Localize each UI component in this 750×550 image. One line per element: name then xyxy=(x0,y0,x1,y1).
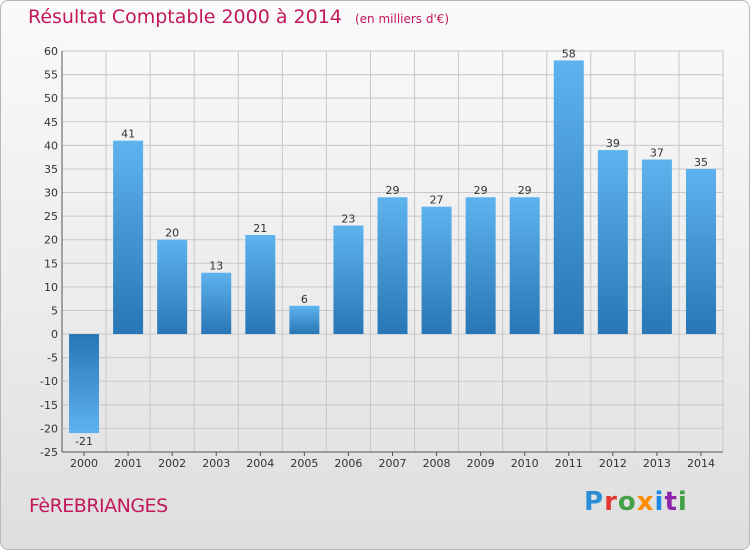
y-tick-label: -25 xyxy=(40,446,58,459)
bar-2005 xyxy=(289,305,320,335)
data-label: 39 xyxy=(606,137,620,150)
x-tick-label: 2001 xyxy=(114,457,142,470)
x-tick-label: 2003 xyxy=(202,457,230,470)
y-tick-label: -10 xyxy=(40,375,58,388)
y-tick-label: -20 xyxy=(40,422,58,435)
x-tick-label: 2007 xyxy=(379,457,407,470)
bar-2008 xyxy=(421,206,452,335)
bar-2011 xyxy=(553,60,584,335)
y-tick-label: 20 xyxy=(44,234,58,247)
data-label: 37 xyxy=(650,147,664,160)
chart-subtitle: (en milliers d'€) xyxy=(354,12,450,26)
y-tick-label: 15 xyxy=(44,257,58,270)
bar-2010 xyxy=(509,197,540,335)
data-label: 35 xyxy=(694,156,708,169)
x-tick-label: 2005 xyxy=(290,457,318,470)
axis-layer: 605550454035302520151050-5-10-15-20-2520… xyxy=(40,45,723,470)
x-tick-label: 2012 xyxy=(599,457,627,470)
bar-2014 xyxy=(685,168,716,335)
x-tick-label: 2000 xyxy=(70,457,98,470)
bar-layer xyxy=(69,60,716,434)
y-tick-label: 5 xyxy=(51,304,58,317)
bar-2013 xyxy=(641,159,672,335)
bar-2000 xyxy=(69,334,100,434)
data-label: 29 xyxy=(474,184,488,197)
x-tick-label: 2006 xyxy=(334,457,362,470)
data-label: 41 xyxy=(121,128,135,141)
x-tick-label: 2014 xyxy=(687,457,715,470)
x-tick-label: 2011 xyxy=(555,457,583,470)
data-label: 27 xyxy=(430,194,444,207)
y-tick-label: 25 xyxy=(44,210,58,223)
bar-2009 xyxy=(465,197,496,335)
data-label: 23 xyxy=(341,213,355,226)
data-label: 29 xyxy=(386,184,400,197)
data-label: 21 xyxy=(253,222,267,235)
y-tick-label: 50 xyxy=(44,92,58,105)
y-tick-label: 60 xyxy=(44,45,58,58)
data-label: 29 xyxy=(518,184,532,197)
y-tick-label: 35 xyxy=(44,163,58,176)
data-label: 58 xyxy=(562,47,576,60)
commune-name: FèREBRIANGES xyxy=(29,495,168,517)
bar-2001 xyxy=(113,140,144,335)
y-tick-label: 55 xyxy=(44,69,58,82)
x-tick-label: 2010 xyxy=(511,457,539,470)
data-label: 13 xyxy=(209,260,223,273)
data-label: 6 xyxy=(301,293,308,306)
proxiti-logo: Proxiti xyxy=(584,487,688,517)
y-tick-label: 40 xyxy=(44,139,58,152)
y-tick-label: 10 xyxy=(44,281,58,294)
x-tick-label: 2008 xyxy=(423,457,451,470)
bar-2004 xyxy=(245,234,276,335)
x-tick-label: 2004 xyxy=(246,457,274,470)
bar-2006 xyxy=(333,225,364,335)
chart-title: Résultat Comptable 2000 à 2014 xyxy=(28,6,342,28)
label-layer: -21 41 20 13 21 6 23 29 27 29 29 58 39 37 35 xyxy=(75,47,708,448)
bar-2003 xyxy=(201,272,232,335)
x-tick-label: 2002 xyxy=(158,457,186,470)
y-tick-label: 45 xyxy=(44,116,58,129)
bar-2007 xyxy=(377,197,408,335)
y-tick-label: 30 xyxy=(44,187,58,200)
bar-2012 xyxy=(597,150,628,335)
x-tick-label: 2013 xyxy=(643,457,671,470)
x-tick-label: 2009 xyxy=(467,457,495,470)
chart-title-block: Résultat Comptable 2000 à 2014 (en milli… xyxy=(28,6,449,28)
data-label: 20 xyxy=(165,227,179,240)
data-label: -21 xyxy=(75,435,93,448)
y-tick-label: 0 xyxy=(51,328,58,341)
y-tick-label: -15 xyxy=(40,399,58,412)
y-tick-label: -5 xyxy=(47,352,58,365)
bar-2002 xyxy=(157,239,188,335)
